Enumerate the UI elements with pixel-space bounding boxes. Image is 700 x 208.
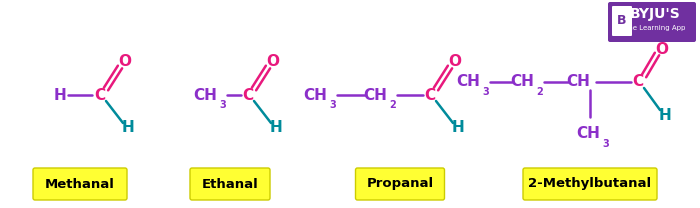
- Text: C: C: [632, 74, 643, 89]
- FancyBboxPatch shape: [33, 168, 127, 200]
- Text: Propanal: Propanal: [366, 177, 433, 191]
- Text: C: C: [424, 88, 435, 103]
- Text: O: O: [655, 42, 668, 57]
- Text: CH: CH: [456, 74, 480, 89]
- FancyBboxPatch shape: [608, 2, 696, 42]
- Text: H: H: [54, 88, 66, 103]
- Text: H: H: [122, 120, 134, 135]
- Text: H: H: [270, 120, 282, 135]
- Text: 2-Methylbutanal: 2-Methylbutanal: [528, 177, 652, 191]
- Text: C: C: [242, 88, 253, 103]
- Text: H: H: [452, 120, 464, 135]
- Text: CH: CH: [363, 88, 387, 103]
- FancyBboxPatch shape: [523, 168, 657, 200]
- Text: The Learning App: The Learning App: [624, 25, 686, 31]
- FancyBboxPatch shape: [190, 168, 270, 200]
- Text: O: O: [118, 54, 132, 69]
- Text: CH: CH: [193, 88, 217, 103]
- Text: O: O: [449, 54, 461, 69]
- Text: O: O: [267, 54, 279, 69]
- Text: CH: CH: [576, 126, 600, 141]
- Text: BYJU'S: BYJU'S: [629, 7, 680, 21]
- Text: 2: 2: [389, 100, 396, 110]
- Text: B: B: [617, 15, 626, 27]
- Text: Methanal: Methanal: [45, 177, 115, 191]
- Text: CH: CH: [303, 88, 327, 103]
- Text: 3: 3: [482, 87, 489, 97]
- Text: C: C: [94, 88, 106, 103]
- Text: 3: 3: [329, 100, 336, 110]
- FancyBboxPatch shape: [612, 6, 632, 36]
- Text: H: H: [659, 108, 671, 123]
- Text: 3: 3: [602, 139, 609, 149]
- Text: 2: 2: [536, 87, 542, 97]
- Text: CH: CH: [510, 74, 534, 89]
- Text: 3: 3: [219, 100, 225, 110]
- Text: CH: CH: [566, 74, 590, 89]
- Text: Ethanal: Ethanal: [202, 177, 258, 191]
- FancyBboxPatch shape: [356, 168, 444, 200]
